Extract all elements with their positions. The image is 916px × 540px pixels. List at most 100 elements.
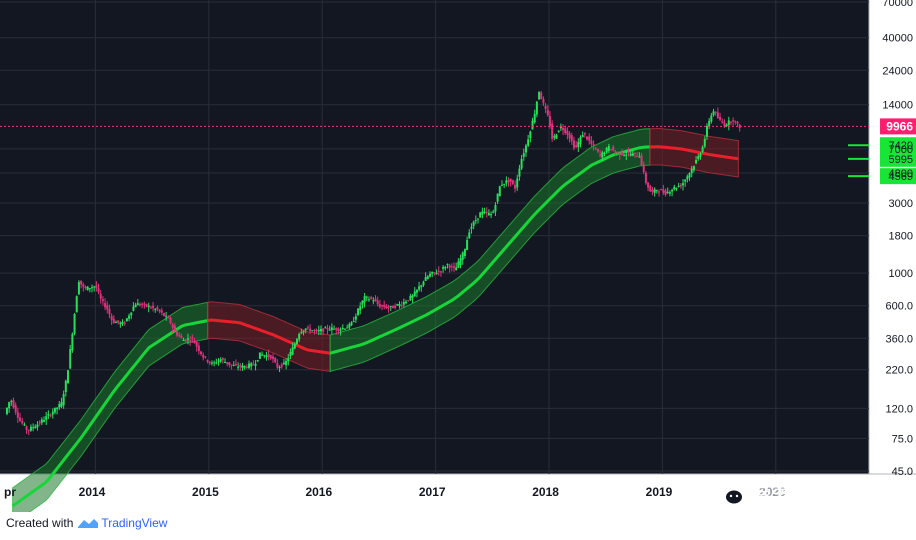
candle-body (16, 412, 19, 418)
candle-body (583, 132, 586, 135)
candle-body (601, 152, 604, 158)
candle-body (67, 370, 70, 384)
y-tick-label: 220.0 (885, 365, 913, 377)
band-value-label: 5995 (889, 154, 913, 166)
candle-body (668, 192, 671, 194)
candle-body (559, 126, 562, 129)
candle-body (354, 316, 357, 320)
candle-body (330, 327, 333, 331)
x-tick-label: pr (4, 485, 16, 499)
candle-body (302, 330, 305, 333)
candle-body (420, 285, 423, 288)
candle-body (686, 176, 689, 180)
candle-body (607, 146, 610, 151)
candle-body (614, 151, 617, 153)
candle-body (605, 147, 608, 153)
x-tick-label: 2019 (646, 485, 673, 499)
candle-body (23, 424, 26, 426)
candle-body (304, 328, 307, 331)
candle-body (324, 327, 327, 329)
candle-body (298, 333, 301, 340)
candle-body (714, 111, 717, 113)
candle-body (40, 419, 43, 423)
candle-body (522, 153, 525, 157)
candle-body (315, 330, 318, 332)
watermark: 吴老师区块链 (712, 480, 872, 508)
candle-body (136, 303, 139, 306)
candle-body (453, 266, 456, 268)
candle-body (673, 186, 676, 190)
candle-body (291, 347, 294, 355)
candle-body (346, 327, 349, 329)
candle-body (27, 429, 30, 431)
candle-body (405, 301, 408, 304)
candle-body (186, 338, 189, 340)
candle-body (45, 416, 48, 420)
candle-body (71, 333, 74, 351)
candle-body (466, 239, 469, 251)
wechat-icon (713, 481, 744, 506)
candle-body (603, 152, 606, 154)
y-tick-label: 1000 (889, 268, 913, 280)
candle-body (49, 415, 52, 417)
candle-body (690, 168, 693, 174)
candle-body (400, 305, 403, 307)
candle-body (535, 101, 538, 115)
x-tick-label: 2017 (419, 485, 446, 499)
candle-body (625, 154, 628, 156)
candle-body (662, 189, 665, 193)
candle-body (195, 342, 198, 347)
y-tick-label: 70000 (882, 0, 913, 9)
candle-body (254, 363, 257, 366)
candle-body (514, 184, 517, 189)
candle-body (77, 282, 80, 295)
candle-body (557, 130, 560, 132)
candle-body (58, 403, 61, 408)
candle-body (459, 258, 462, 266)
candle-body (542, 99, 545, 104)
candle-body (505, 180, 508, 184)
candle-body (237, 366, 240, 368)
candle-body (147, 305, 150, 308)
candle-body (239, 364, 242, 367)
candle-body (538, 91, 541, 100)
candle-body (692, 166, 695, 171)
candle-body (197, 345, 200, 351)
candle-body (540, 92, 543, 100)
candle-body (634, 152, 637, 154)
candle-body (496, 193, 499, 202)
candle-body (75, 296, 78, 313)
band-value-tag (880, 137, 916, 154)
candle-body (38, 422, 41, 424)
candle-body (104, 303, 107, 308)
candle-body (636, 156, 639, 158)
candle-body (221, 358, 224, 360)
y-tick-label: 4800 (889, 168, 913, 180)
tradingview-logo-icon[interactable] (77, 517, 99, 529)
overlays: 9966 7420 5995 4569 (0, 118, 916, 185)
candle-body (627, 151, 630, 153)
candle-body (252, 364, 255, 366)
candle-body (339, 329, 342, 331)
candle-body (415, 289, 418, 293)
candle-body (398, 303, 401, 307)
candle-body (684, 179, 687, 182)
x-tick-label: 2018 (532, 485, 559, 499)
candle-body (169, 317, 172, 324)
candle-body (319, 328, 322, 332)
candle-body (729, 121, 732, 123)
candle-body (586, 136, 589, 140)
candle-body (108, 308, 111, 315)
candle-body (590, 140, 593, 144)
candle-body (385, 306, 388, 309)
candle-body (485, 211, 488, 213)
candle-body (357, 308, 360, 316)
candle-body (335, 327, 338, 331)
candle-body (457, 261, 460, 268)
candle-body (8, 402, 11, 409)
candle-body (520, 158, 523, 169)
candle-body (503, 183, 506, 185)
candle-body (494, 205, 497, 212)
tradingview-link[interactable]: TradingView (101, 516, 168, 530)
candle-body (60, 402, 63, 407)
